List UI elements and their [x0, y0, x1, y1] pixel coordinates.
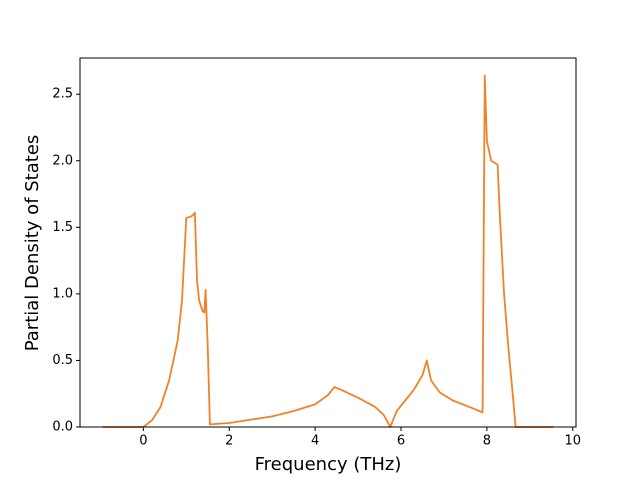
x-tick-label: 10: [565, 434, 582, 449]
y-tick-label: 2.5: [52, 87, 73, 102]
y-tick-label: 2.0: [52, 153, 73, 168]
y-tick-label: 1.0: [52, 286, 73, 301]
x-tick-label: 0: [139, 434, 147, 449]
x-tick-label: 2: [225, 434, 233, 449]
y-tick-label: 0.0: [52, 420, 73, 435]
x-tick-label: 6: [397, 434, 405, 449]
x-tick-label: 4: [311, 434, 319, 449]
plot-frame: [79, 57, 577, 428]
x-tick-label: 8: [483, 434, 491, 449]
x-axis-label: Frequency (THz): [255, 454, 402, 475]
y-axis-label: Partial Density of States: [22, 135, 43, 352]
y-tick-label: 1.5: [52, 220, 73, 235]
y-tick-label: 0.5: [52, 353, 73, 368]
data-line: [102, 74, 554, 428]
